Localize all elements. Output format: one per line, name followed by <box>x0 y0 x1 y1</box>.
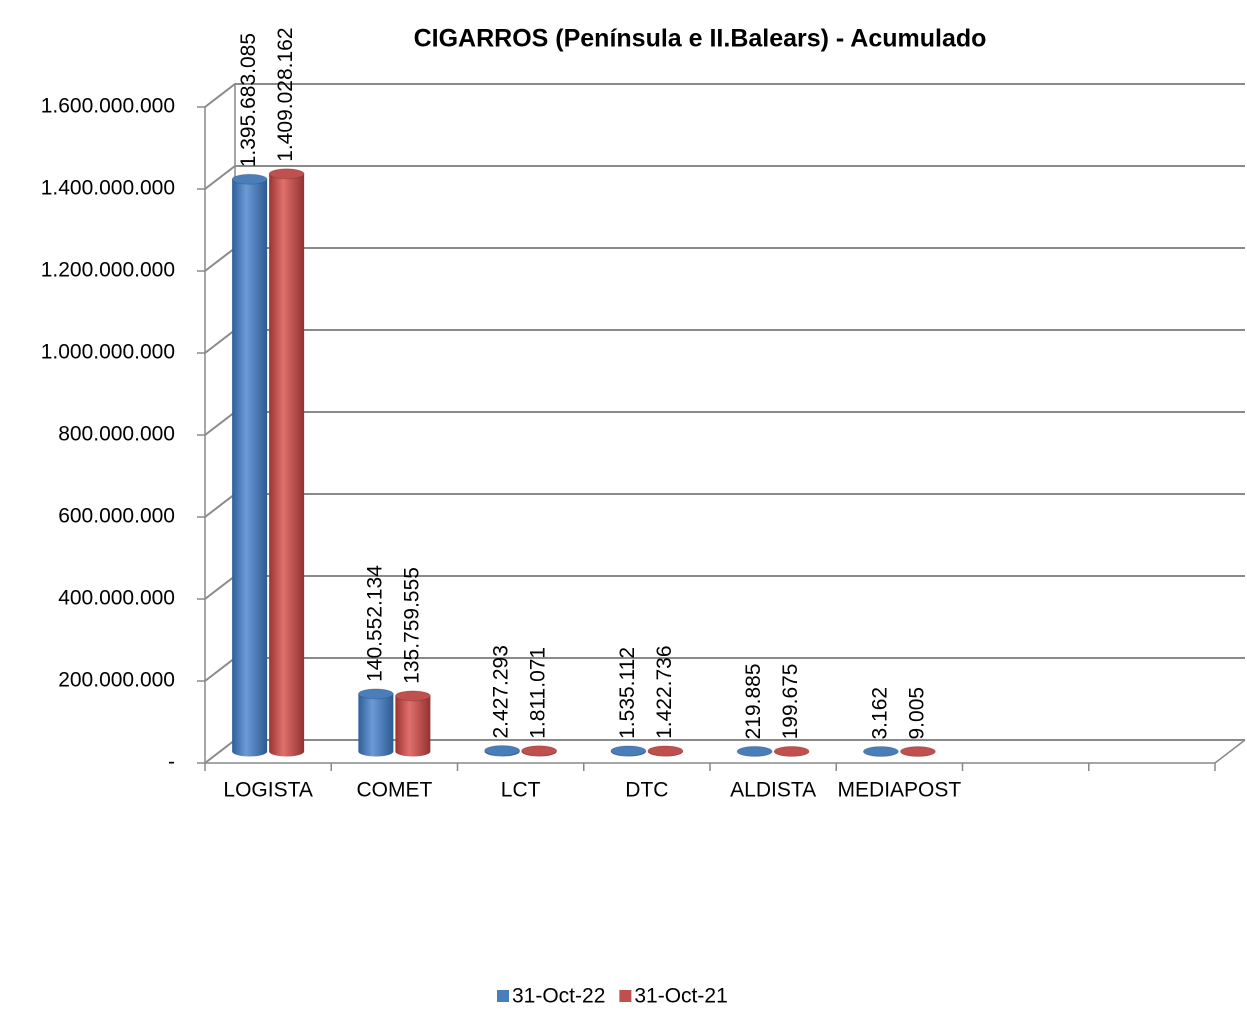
bar-top <box>773 745 810 757</box>
y-tick-label: 1.600.000.000 <box>41 95 175 118</box>
bar-top <box>357 688 394 700</box>
bar-top <box>231 173 268 185</box>
grid-line <box>204 329 1245 354</box>
bar <box>268 168 305 757</box>
data-label: 1.409.028.162 <box>274 28 297 162</box>
legend: 31-Oct-22 31-Oct-21 <box>497 985 728 1008</box>
bar-top <box>736 745 773 757</box>
bar <box>647 745 684 757</box>
data-label: 219.885 <box>742 663 765 739</box>
bar <box>394 690 431 757</box>
grid-line <box>204 83 1245 108</box>
legend-swatch <box>497 990 509 1002</box>
bar <box>899 745 936 757</box>
data-label: 135.759.555 <box>400 567 423 684</box>
data-label: 1.535.112 <box>616 647 639 739</box>
bar-top <box>484 745 521 757</box>
bar <box>521 745 558 757</box>
bar-top <box>268 168 305 180</box>
x-tick-label: ALDISTA <box>730 779 816 802</box>
bar <box>357 688 394 757</box>
bar <box>484 745 521 757</box>
x-tick-label: MEDIAPOST <box>838 779 962 802</box>
legend-label: 31-Oct-22 <box>512 985 605 1008</box>
bar <box>736 745 773 757</box>
bar-body <box>358 693 394 757</box>
bar <box>773 745 810 757</box>
x-tick-label: LOGISTA <box>223 779 312 802</box>
bar-body <box>232 179 268 757</box>
legend-swatch <box>619 990 632 1002</box>
data-label: 3.162 <box>868 687 891 740</box>
bar-top <box>610 745 647 757</box>
x-tick-label: DTC <box>625 779 668 802</box>
y-tick-label: 1.400.000.000 <box>41 177 175 200</box>
data-label: 2.427.293 <box>490 645 513 738</box>
y-tick-label: 600.000.000 <box>58 505 175 528</box>
y-tick-label: 200.000.000 <box>58 669 175 692</box>
data-label: 140.552.134 <box>363 565 386 682</box>
data-label: 199.675 <box>779 663 802 739</box>
legend-label: 31-Oct-21 <box>634 985 727 1008</box>
grid-line <box>204 575 1245 600</box>
x-tick-label: COMET <box>356 779 432 802</box>
grid-line <box>204 411 1245 436</box>
grid-line <box>204 247 1245 272</box>
bar <box>231 173 268 757</box>
grid-line <box>204 493 1245 518</box>
x-tick-label: LCT <box>501 779 541 802</box>
bar-body <box>395 695 431 757</box>
data-label: 9.005 <box>905 687 928 740</box>
bar-top <box>394 690 431 702</box>
y-tick-label: 1.200.000.000 <box>41 259 175 282</box>
bar-top <box>647 745 684 757</box>
y-tick-label: - <box>168 751 175 774</box>
grid-line <box>204 657 1245 682</box>
bar <box>862 745 899 757</box>
bar-top <box>521 745 558 757</box>
chart-title: CIGARROS (Península e II.Balears) - Acum… <box>414 25 987 53</box>
data-label: 1.811.071 <box>527 647 550 739</box>
data-label: 1.395.683.085 <box>237 33 260 167</box>
bar-body <box>269 173 305 757</box>
y-tick-label: 800.000.000 <box>58 423 175 446</box>
bar <box>610 745 647 757</box>
bar-top <box>862 745 899 757</box>
y-tick-label: 400.000.000 <box>58 587 175 610</box>
y-tick-label: 1.000.000.000 <box>41 341 175 364</box>
bar-top <box>899 745 936 757</box>
grid-line <box>204 165 1245 190</box>
data-label: 1.422.736 <box>653 645 676 738</box>
